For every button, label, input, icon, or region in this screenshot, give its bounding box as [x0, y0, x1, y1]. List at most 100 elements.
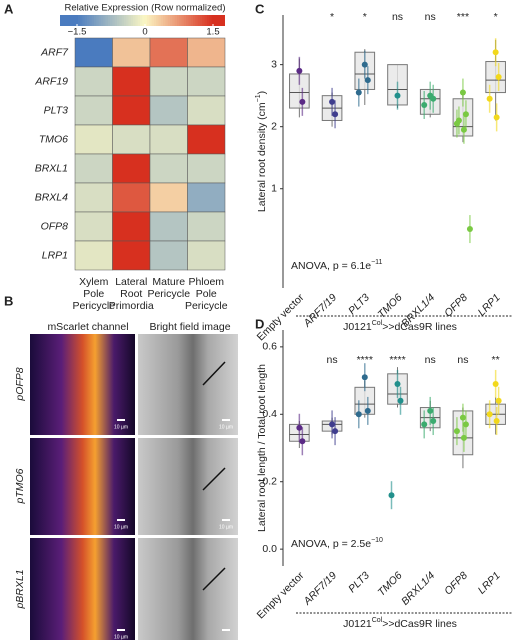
panel-letter: C — [255, 1, 265, 16]
colorbar-cell — [133, 15, 137, 26]
column-label: Pericycle — [72, 300, 115, 312]
colorbar-cell — [135, 15, 139, 26]
row-label: pOFP8 — [14, 367, 26, 401]
heatmap-cell — [187, 153, 226, 184]
heatmap-cell — [112, 153, 151, 184]
y-tick-label: 2 — [271, 120, 277, 132]
point — [460, 434, 467, 441]
colorbar-cell — [163, 15, 167, 26]
image — [30, 438, 135, 535]
colorbar-cell — [142, 15, 146, 26]
y-axis-label: Lateral root length / Total root length — [256, 364, 268, 532]
point — [492, 49, 499, 56]
significance: ** — [492, 354, 500, 366]
colorbar-cell — [167, 15, 171, 26]
panel-letter: D — [255, 316, 264, 331]
column-label: Pole — [83, 288, 104, 300]
colorbar-cell — [77, 15, 82, 26]
column-label: Bright field image — [149, 321, 230, 333]
colorbar-cap — [212, 15, 225, 26]
colorbar-cell — [153, 15, 158, 26]
x-tick-label: TMO6 — [375, 569, 404, 598]
column-label: Lateral — [115, 276, 147, 288]
colorbar-cell — [126, 15, 130, 26]
colorbar-cell — [112, 15, 116, 26]
colorbar-cell — [89, 15, 93, 26]
colorbar-cell — [114, 15, 118, 26]
image — [138, 334, 238, 435]
heatmap-cell — [187, 211, 226, 242]
x-tick-label: ARF7/19 — [301, 291, 340, 330]
row-label: ARF19 — [34, 75, 68, 87]
point — [492, 380, 499, 387]
annotation-part: ANOVA, p = 6.1e — [291, 260, 371, 272]
colorbar-cell — [110, 15, 114, 26]
colorbar-cell — [123, 15, 128, 26]
colorbar-cell — [128, 15, 132, 26]
point — [329, 98, 336, 105]
y-axis-label: Lateral root density (cm−1) — [255, 91, 268, 212]
colorbar-cell — [202, 15, 206, 26]
colorbar-cell — [151, 15, 155, 26]
colorbar-cell — [188, 15, 192, 26]
colorbar-cell — [144, 15, 148, 26]
colorbar-cell — [165, 15, 169, 26]
colorbar-cell — [91, 15, 95, 26]
point — [394, 380, 401, 387]
point — [361, 374, 368, 381]
annotation: ANOVA, p = 6.1e−11 — [291, 259, 383, 272]
row-label: TMO6 — [39, 133, 68, 145]
colorbar-cell — [140, 15, 144, 26]
colorbar-title: Relative Expression (Row normalized) — [64, 3, 225, 14]
point — [466, 226, 473, 233]
colorbar-cell — [84, 15, 88, 26]
colorbar-cell — [183, 15, 188, 26]
significance: * — [494, 11, 498, 23]
heatmap-cell — [149, 182, 188, 213]
colorbar-cell — [195, 15, 199, 26]
point — [460, 126, 467, 133]
colorbar-cell — [197, 15, 201, 26]
point — [493, 418, 500, 425]
heatmap-cell — [112, 95, 151, 126]
x-tick-label: LRP1 — [476, 570, 503, 597]
point — [355, 411, 362, 418]
heatmap-cell — [112, 240, 151, 271]
point — [332, 111, 339, 118]
colorbar-cell — [170, 15, 174, 26]
colorbar-cap — [60, 15, 78, 26]
point — [493, 114, 500, 121]
point — [486, 95, 493, 102]
point — [397, 397, 404, 404]
colorbar-cell — [82, 15, 86, 26]
scale-bar-label: 10 µm — [114, 424, 128, 430]
colorbar-cell — [172, 15, 176, 26]
point — [453, 428, 460, 435]
box — [354, 386, 376, 415]
scale-bar-label: 10 µm — [219, 424, 233, 430]
colorbar-cell — [116, 15, 121, 26]
heatmap-cell — [149, 211, 188, 242]
heatmap-cell — [187, 95, 226, 126]
colorbar-cell — [121, 15, 125, 26]
x-tick-label: OFP8 — [442, 569, 470, 597]
row-label: pBRXL1 — [14, 569, 26, 609]
row-label: PLT3 — [44, 104, 68, 116]
x-tick-label: PLT3 — [346, 569, 372, 595]
colorbar-cell — [186, 15, 190, 26]
column-label: Primordia — [109, 300, 154, 312]
group-label-part: Col — [372, 617, 383, 624]
point — [459, 89, 466, 96]
colorbar-cell — [105, 15, 109, 26]
y-tick-label: 1 — [271, 183, 277, 195]
group-label-part: Col — [372, 320, 383, 327]
heatmap-cell — [187, 182, 226, 213]
y-axis-label-part: ) — [256, 91, 268, 95]
image — [30, 334, 135, 435]
colorbar-cell — [193, 15, 197, 26]
group-label-part: J0121 — [343, 321, 372, 333]
colorbar-cell — [158, 15, 162, 26]
colorbar-tick-label: −1.5 — [68, 27, 87, 38]
point — [455, 117, 462, 124]
